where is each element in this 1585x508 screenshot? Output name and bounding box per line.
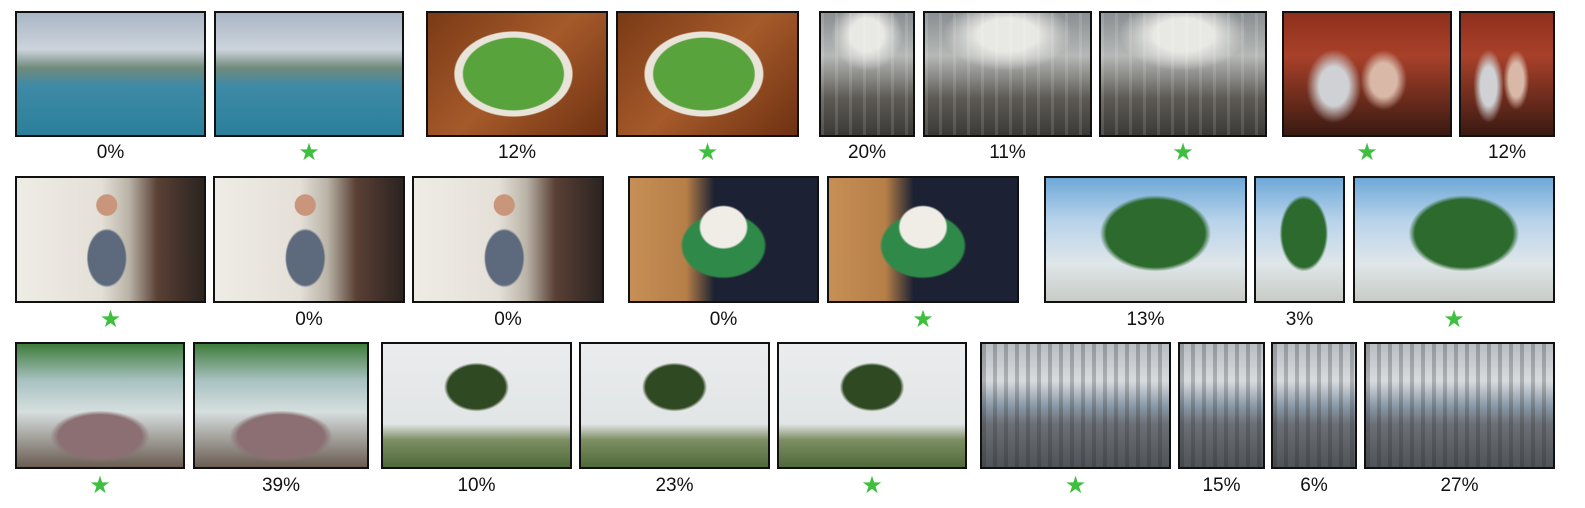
star-icon: ★: [298, 139, 320, 166]
caption-r2-3: 0%: [494, 309, 522, 330]
caption-r1-1: 0%: [96, 142, 125, 163]
thumbnail-bonsai-1: [381, 342, 572, 469]
thumbnail-city-2: [1178, 342, 1265, 469]
caption-r2-6: 13%: [1126, 309, 1165, 330]
caption-r3-8: 6%: [1300, 475, 1328, 496]
caption-r2-4: 0%: [709, 309, 738, 330]
star-icon: ★: [696, 139, 719, 166]
caption-r3-3: 10%: [457, 475, 496, 496]
thumbnail-station-1: [819, 11, 915, 137]
caption-r3-4: 23%: [655, 475, 694, 496]
thumbnail-trees-3: [1353, 176, 1555, 303]
caption-r1-5: 20%: [847, 142, 887, 163]
thumbnail-trees-2: [1254, 176, 1345, 303]
caption-r1-9: 12%: [1487, 142, 1527, 163]
thumbnail-party-2: [1459, 11, 1555, 137]
caption-r2-2: 0%: [295, 309, 323, 330]
thumbnail-soup-1: [426, 11, 608, 137]
thumbnail-speaker-3: [412, 176, 604, 303]
thumbnail-station-3: [1099, 11, 1267, 137]
thumbnail-station-2: [923, 11, 1092, 137]
star-icon: ★: [912, 306, 934, 333]
thumbnail-poodle-1: [628, 176, 819, 303]
star-icon: ★: [1064, 472, 1087, 499]
thumbnail-party-1: [1282, 11, 1452, 137]
caption-r3-9: 27%: [1440, 475, 1479, 496]
thumbnail-city-4: [1364, 342, 1555, 469]
star-icon: ★: [861, 472, 883, 499]
star-icon: ★: [1172, 139, 1194, 166]
caption-r3-2: 39%: [261, 475, 301, 496]
thumbnail-city-1: [980, 342, 1171, 469]
star-icon: ★: [1356, 139, 1378, 166]
caption-r1-3: 12%: [497, 142, 537, 163]
thumbnail-trees-1: [1044, 176, 1247, 303]
thumbnail-harbor-1: [15, 11, 206, 137]
thumbnail-falls-1: [15, 342, 185, 469]
star-icon: ★: [89, 472, 111, 499]
thumbnail-city-3: [1271, 342, 1357, 469]
caption-r3-7: 15%: [1202, 475, 1241, 496]
thumbnail-poodle-2: [827, 176, 1019, 303]
thumbnail-speaker-1: [15, 176, 206, 303]
star-icon: ★: [1443, 306, 1465, 333]
star-icon: ★: [99, 306, 122, 333]
thumbnail-harbor-2: [214, 11, 404, 137]
thumbnail-speaker-2: [213, 176, 405, 303]
thumbnail-bonsai-2: [579, 342, 770, 469]
caption-r2-7: 3%: [1285, 309, 1314, 330]
caption-r1-6: 11%: [989, 142, 1026, 163]
thumbnail-soup-2: [616, 11, 799, 137]
thumbnail-falls-2: [193, 342, 369, 469]
thumbnail-bonsai-3: [777, 342, 967, 469]
